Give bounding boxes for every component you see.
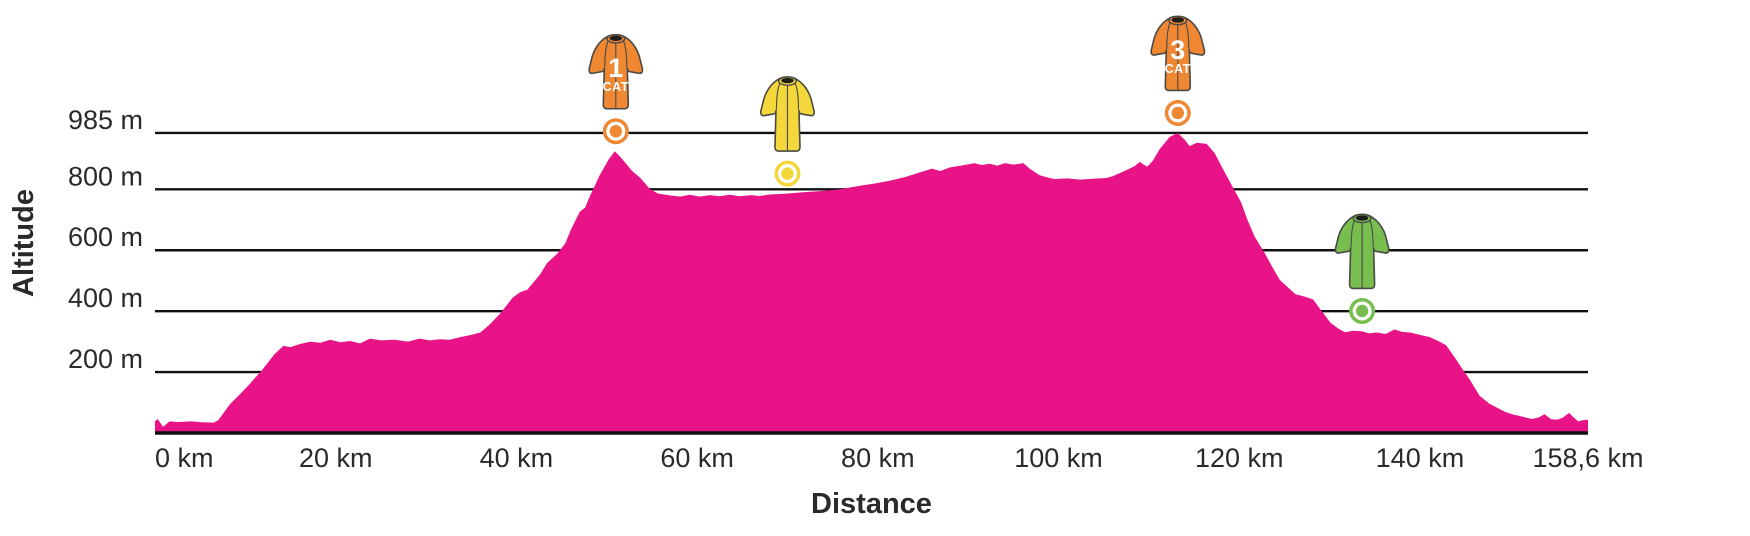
- jersey-collar-opening: [1355, 215, 1369, 221]
- jersey-seam-right: [1184, 21, 1190, 49]
- x-axis-label-0km: 0 km: [155, 443, 214, 473]
- jersey-collar-opening: [781, 77, 794, 84]
- green-jersey-icon: [1334, 213, 1390, 290]
- x-axis-label-40km: 40 km: [480, 443, 554, 473]
- x-axis-label-100km: 100 km: [1014, 443, 1103, 473]
- jersey-seam-left: [775, 82, 781, 110]
- jersey-seam-left: [1350, 219, 1356, 247]
- y-axis-label-985m: 985 m: [68, 105, 143, 135]
- ring-center: [1171, 106, 1184, 120]
- x-axis-title: Distance: [811, 488, 932, 520]
- climb-category-label: CAT: [603, 80, 629, 94]
- cat1-climb-ring-marker: [602, 118, 629, 145]
- climb-category-label: CAT: [1165, 62, 1191, 76]
- y-axis-title: Altitude: [8, 189, 40, 297]
- jersey-seam-right: [794, 82, 800, 110]
- climb-category-number: 3: [1170, 35, 1185, 65]
- ring-center: [1355, 304, 1369, 318]
- x-axis-label-140km: 140 km: [1376, 443, 1465, 473]
- x-axis-label-60km: 60 km: [660, 443, 734, 473]
- yellow-jersey-icon: [759, 76, 815, 152]
- cat3-climb-ring-marker: [1164, 99, 1191, 126]
- x-axis-label-20km: 20 km: [299, 443, 373, 473]
- yellow-jersey-point-marker-group: [759, 76, 815, 187]
- elevation-area: [155, 133, 1588, 433]
- jersey-collar-opening: [1171, 17, 1184, 23]
- ring-center: [609, 125, 623, 138]
- y-axis-label-800m: 800 m: [68, 161, 143, 191]
- x-axis-label-120km: 120 km: [1195, 443, 1284, 473]
- jersey-seam-right: [1369, 219, 1374, 247]
- jersey-collar-opening: [609, 35, 623, 41]
- climb-category-number: 1: [608, 53, 623, 83]
- y-axis-label-200m: 200 m: [68, 344, 143, 374]
- green-jersey-point-ring-marker: [1349, 297, 1376, 324]
- yellow-jersey-point-ring-marker: [774, 160, 801, 187]
- x-axis-label-80km: 80 km: [841, 443, 915, 473]
- ring-center: [781, 167, 794, 180]
- jersey-seam-left: [604, 40, 609, 68]
- green-jersey-point-marker-group: [1334, 213, 1390, 324]
- jersey-seam-left: [1166, 21, 1171, 49]
- jersey-seam-right: [622, 40, 628, 68]
- y-axis-label-600m: 600 m: [68, 222, 143, 252]
- y-axis-label-400m: 400 m: [68, 283, 143, 313]
- x-axis-label-158-6km: 158,6 km: [1532, 443, 1643, 473]
